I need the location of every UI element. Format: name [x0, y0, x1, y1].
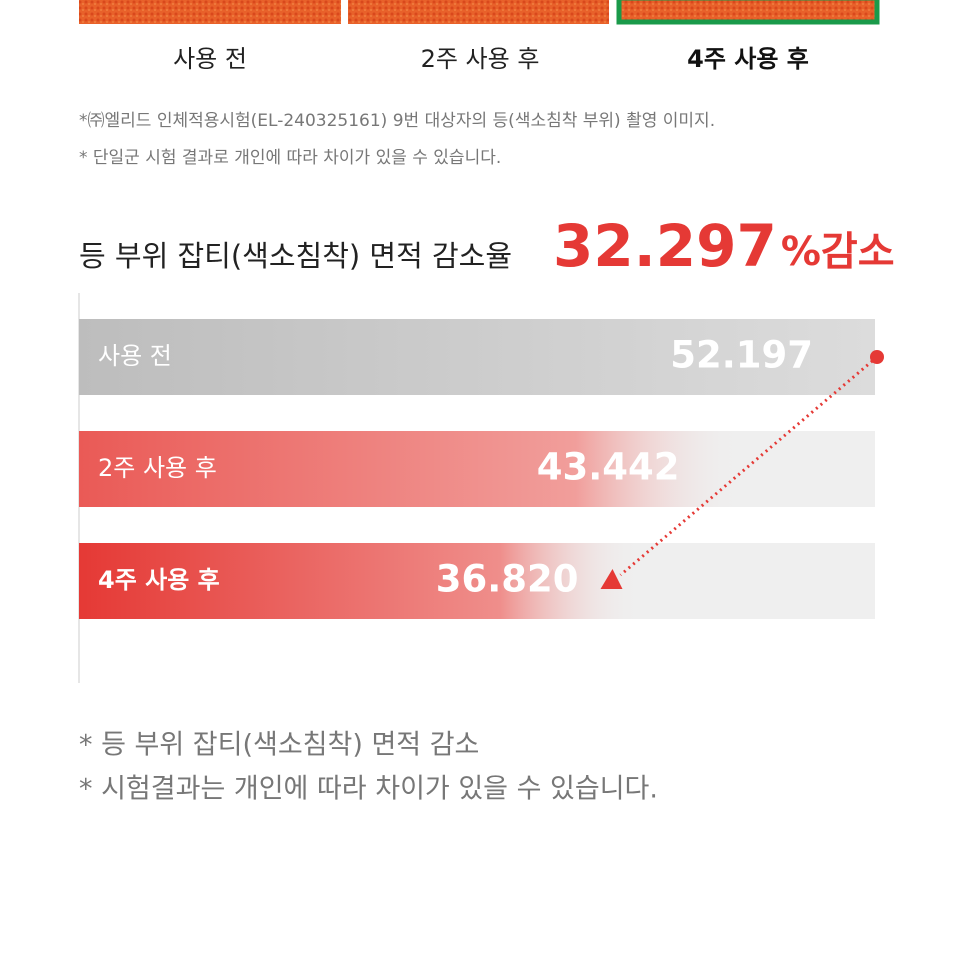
photo-label: 사용 전 — [173, 45, 247, 73]
highlight: 32.297 — [553, 212, 777, 280]
trend-dot — [870, 350, 884, 364]
photo-label: 2주 사용 후 — [421, 45, 540, 73]
highlight-suffix: %감소 — [781, 229, 895, 275]
photo — [616, 0, 880, 25]
trend-arrow — [619, 355, 878, 577]
value-label: 43.442 — [537, 446, 680, 489]
footnote: * 시험결과는 개인에 따라 차이가 있을 수 있습니다. — [79, 774, 658, 805]
footnote: *㈜엘리드 인체적용시험(EL-240325161) 9번 대상자의 등(색소침… — [79, 111, 715, 131]
photo — [348, 0, 609, 24]
photo-label: 4주 사용 후 — [687, 45, 809, 73]
bar — [79, 319, 875, 395]
chart-title: 등 부위 잡티(색소침착) 면적 감소율 — [79, 239, 512, 273]
bar-category: 4주 사용 후 — [98, 566, 220, 594]
value-label: 52.197 — [670, 334, 813, 377]
photo — [79, 0, 341, 24]
value-label: 36.820 — [436, 558, 579, 601]
bar — [79, 543, 641, 619]
trend-arrowhead — [600, 569, 623, 589]
bar-category: 사용 전 — [98, 342, 172, 370]
footnote: * 단일군 시험 결과로 개인에 따라 차이가 있을 수 있습니다. — [79, 148, 501, 168]
bar-category: 2주 사용 후 — [98, 454, 217, 482]
bar — [79, 431, 742, 507]
footnote: * 등 부위 잡티(색소침착) 면적 감소 — [79, 730, 479, 761]
